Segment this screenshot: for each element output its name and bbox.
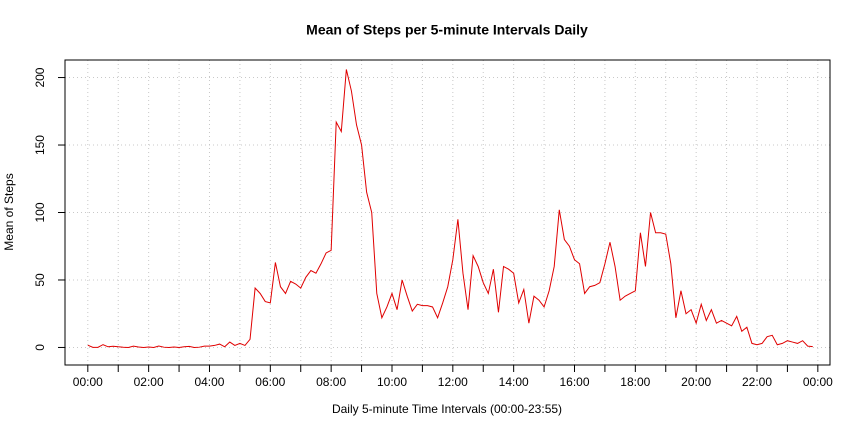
y-tick-label: 150 [33, 135, 47, 155]
x-tick-label: 02:00 [134, 375, 164, 389]
x-tick-label: 10:00 [377, 375, 407, 389]
x-tick-label: 22:00 [742, 375, 772, 389]
x-tick-label: 00:00 [73, 375, 103, 389]
x-tick-label: 00:00 [803, 375, 833, 389]
x-tick-label: 20:00 [681, 375, 711, 389]
y-tick-label: 50 [33, 273, 47, 287]
y-axis-label: Mean of Steps [2, 173, 16, 250]
x-tick-label: 14:00 [499, 375, 529, 389]
plot-frame [64, 59, 831, 366]
y-tick-label: 0 [33, 344, 47, 351]
x-tick-label: 06:00 [255, 375, 285, 389]
x-tick-label: 18:00 [620, 375, 650, 389]
chart-title: Mean of Steps per 5-minute Intervals Dai… [306, 22, 588, 38]
x-tick-label: 04:00 [194, 375, 224, 389]
x-axis-label: Daily 5-minute Time Intervals (00:00-23:… [332, 402, 562, 416]
y-tick-label: 100 [33, 202, 47, 222]
x-tick-label: 08:00 [316, 375, 346, 389]
x-tick-label: 12:00 [438, 375, 468, 389]
x-tick-label: 16:00 [559, 375, 589, 389]
y-tick-label: 200 [33, 67, 47, 87]
data-line [87, 69, 813, 348]
